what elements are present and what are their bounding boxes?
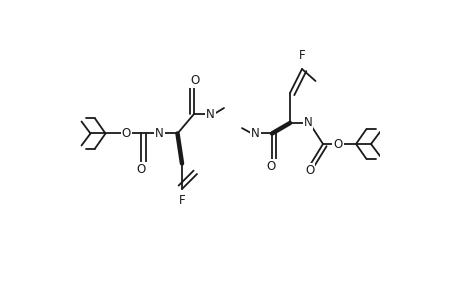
- Text: F: F: [178, 194, 185, 208]
- Text: O: O: [137, 163, 146, 176]
- Text: N: N: [251, 127, 259, 140]
- Text: N: N: [206, 107, 214, 121]
- Text: O: O: [266, 160, 275, 173]
- Text: N: N: [155, 127, 163, 140]
- Text: N: N: [303, 116, 312, 130]
- Text: O: O: [333, 137, 342, 151]
- Text: F: F: [298, 49, 305, 62]
- Text: O: O: [304, 164, 313, 177]
- Text: O: O: [190, 74, 199, 88]
- Text: O: O: [122, 127, 131, 140]
